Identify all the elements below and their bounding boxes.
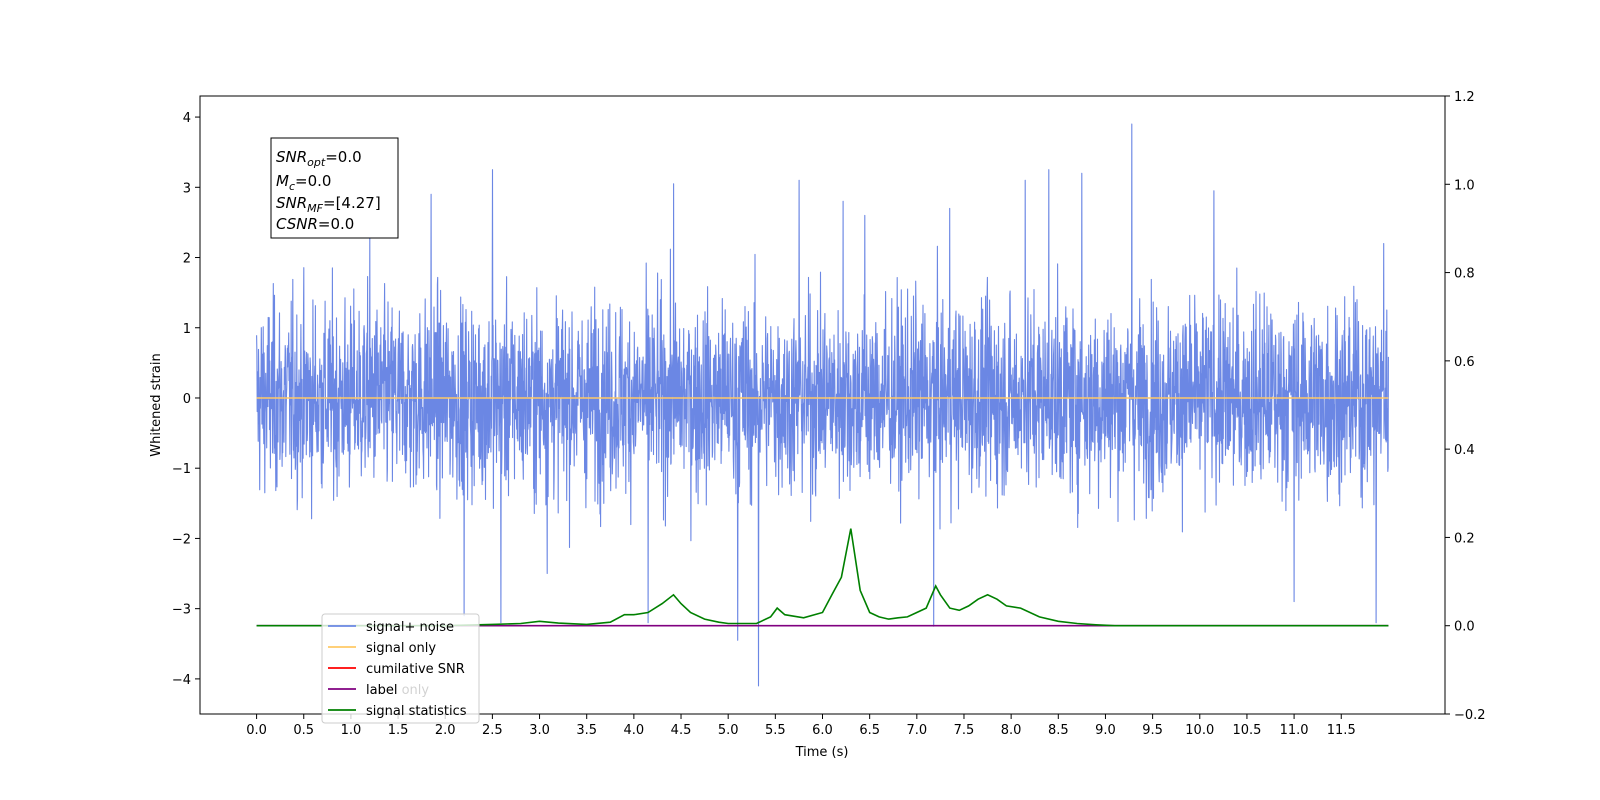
- y-tick-label: −3: [172, 603, 191, 618]
- x-tick-label: 5.5: [765, 723, 786, 738]
- x-tick-label: 10.0: [1185, 723, 1214, 738]
- legend-entry: signal+ noise: [366, 620, 454, 635]
- x-tick-label: 8.5: [1048, 723, 1069, 738]
- x-tick-label: 1.5: [388, 723, 409, 738]
- x-tick-label: 8.0: [1001, 723, 1022, 738]
- x-tick-label: 7.5: [954, 723, 975, 738]
- x-tick-label: 4.5: [671, 723, 692, 738]
- x-tick-label: 10.5: [1232, 723, 1261, 738]
- x-axis: 0.0 0.5 1.0 1.5 2.0 2.5 3.0 3.5 4.0 4.5 5.0 5.5 6.0 6…: [246, 714, 1356, 738]
- y2-tick-label: −0.2: [1454, 708, 1486, 723]
- x-tick-label: 2.5: [482, 723, 503, 738]
- y-tick-label: −1: [172, 462, 191, 477]
- y-axis-left: 4 3 2 1 0 −1 −2 −3 −4: [172, 111, 200, 688]
- y-axis-label: Whitened strain: [149, 353, 164, 456]
- series-signal-statistics: [256, 528, 1389, 627]
- x-axis-label: Time (s): [795, 745, 849, 760]
- legend-entry: signal statistics: [366, 704, 467, 719]
- x-tick-label: 9.5: [1142, 723, 1163, 738]
- y2-tick-label: 1.0: [1454, 178, 1475, 193]
- y-axis-right: 1.2 1.0 0.8 0.6 0.4 0.2 0.0 −0.2: [1445, 90, 1486, 723]
- annotation-line: SNRopt=0.0: [276, 148, 362, 169]
- x-tick-label: 0.0: [246, 723, 267, 738]
- legend-hidden-text: label only: [366, 683, 429, 698]
- y2-tick-label: 0.4: [1454, 443, 1475, 458]
- x-tick-label: 3.0: [529, 723, 550, 738]
- y-tick-label: 3: [183, 181, 191, 196]
- plot-area: [256, 123, 1389, 687]
- y2-tick-label: 0.8: [1454, 267, 1475, 282]
- y-tick-label: −4: [172, 673, 191, 688]
- legend-entry: label: [366, 683, 397, 698]
- x-tick-label: 11.0: [1280, 723, 1309, 738]
- y-tick-label: 0: [183, 392, 191, 407]
- x-tick-label: 3.5: [576, 723, 597, 738]
- annotation-line: SNRMF=[4.27]: [276, 194, 381, 215]
- legend-entry: cumilative SNR: [366, 662, 465, 677]
- y-tick-label: −2: [172, 532, 191, 547]
- y-tick-label: 1: [183, 322, 191, 337]
- x-tick-label: 9.0: [1095, 723, 1116, 738]
- y2-tick-label: 0.6: [1454, 355, 1475, 370]
- y-tick-label: 4: [183, 111, 191, 126]
- x-tick-label: 11.5: [1327, 723, 1356, 738]
- x-tick-label: 1.0: [341, 723, 362, 738]
- x-tick-label: 2.0: [435, 723, 456, 738]
- y-tick-label: 2: [183, 252, 191, 267]
- y2-tick-label: 0.2: [1454, 531, 1475, 546]
- x-tick-label: 6.5: [859, 723, 880, 738]
- series-signal-noise: [256, 123, 1389, 687]
- x-tick-label: 0.5: [293, 723, 314, 738]
- annotation-line: Mc=0.0: [276, 172, 331, 193]
- x-tick-label: 6.0: [812, 723, 833, 738]
- annotation-line: CSNR=0.0: [276, 215, 354, 233]
- legend: signal+ noise signal only cumilative SNR la…: [321, 613, 480, 724]
- x-tick-label: 4.0: [624, 723, 645, 738]
- y2-tick-label: 1.2: [1454, 90, 1475, 105]
- y2-tick-label: 0.0: [1454, 620, 1475, 635]
- legend-entry: signal only: [366, 641, 436, 656]
- x-tick-label: 7.0: [906, 723, 927, 738]
- x-tick-label: 5.0: [718, 723, 739, 738]
